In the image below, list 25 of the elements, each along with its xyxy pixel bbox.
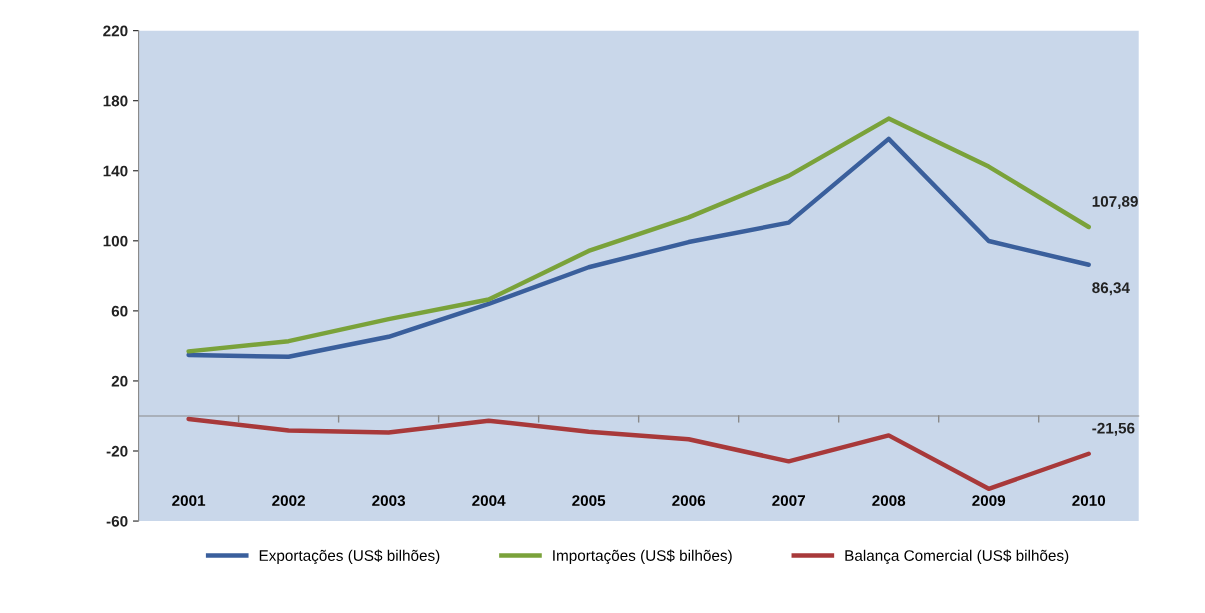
x-tick-label: 2003 <box>372 495 406 507</box>
x-tick-label: 2002 <box>272 495 305 506</box>
y-tick-label: 220 <box>103 25 128 37</box>
x-tick-label: 2008 <box>872 495 906 506</box>
y-tick-label: 60 <box>111 305 128 317</box>
data-label: 107,89 <box>1092 196 1138 210</box>
x-tick-label: 2001 <box>172 495 206 506</box>
legend-label: Balança Comercial (US$ bilhões) <box>845 549 1069 565</box>
y-tick-label: 20 <box>111 375 128 387</box>
x-tick-label: 2005 <box>572 495 606 506</box>
x-tick-label: 2007 <box>772 495 805 506</box>
y-tick-label: 180 <box>103 95 128 107</box>
y-tick-label: 100 <box>103 235 128 247</box>
data-label: -21,56 <box>1092 422 1135 436</box>
legend-label: Exportações (US$ bilhões) <box>259 549 440 565</box>
x-tick-label: 2009 <box>972 495 1006 506</box>
x-tick-label: 2006 <box>672 495 706 506</box>
data-label: 86,34 <box>1092 282 1130 296</box>
x-tick-label: 2010 <box>1072 495 1106 506</box>
legend-label: Importações (US$ bilhões) <box>553 549 732 565</box>
y-tick-label: -20 <box>106 445 128 457</box>
y-tick-label: -60 <box>106 515 128 527</box>
line-series <box>186 416 1091 492</box>
x-tick-label: 2004 <box>472 495 506 506</box>
y-tick-label: 140 <box>103 165 128 177</box>
